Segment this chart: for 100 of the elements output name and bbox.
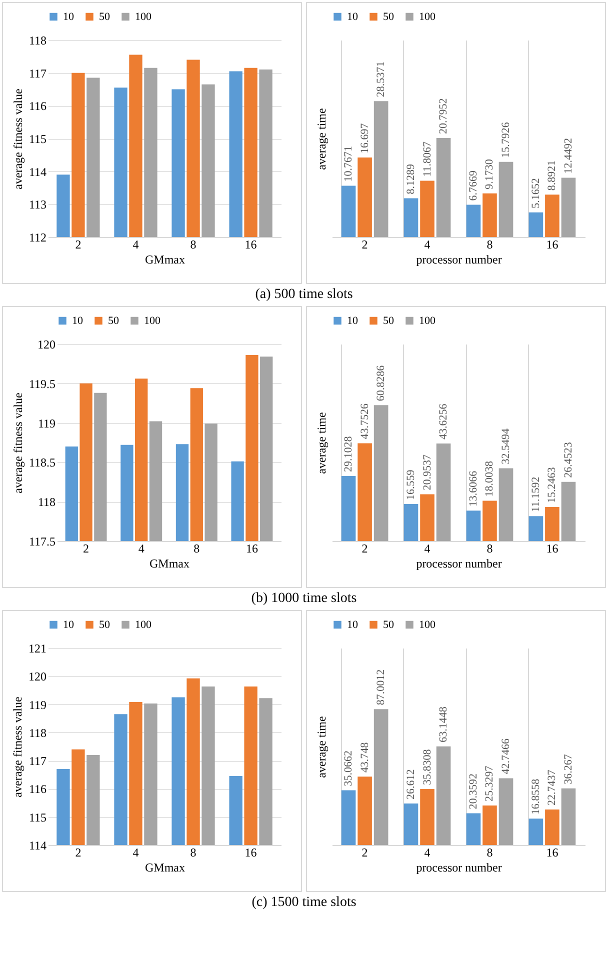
bar — [341, 790, 356, 845]
bar — [341, 476, 356, 541]
y-axis-title: average time — [314, 108, 328, 170]
data-label: 35.0662 — [342, 750, 355, 786]
legend-label: 100 — [135, 10, 152, 23]
data-label: 6.7669 — [467, 170, 480, 201]
x-tick-label: 16 — [546, 542, 558, 556]
y-axis-title: average time — [314, 716, 328, 778]
y-tick-label: 117 — [28, 754, 46, 768]
data-label: 32.5494 — [500, 428, 512, 464]
data-label: 18.0038 — [484, 460, 496, 497]
bar — [498, 162, 514, 237]
x-tick-label: 8 — [190, 238, 196, 252]
legend-label: 10 — [347, 618, 358, 631]
x-tick-label: 8 — [194, 542, 200, 556]
y-tick-label: 117 — [28, 66, 46, 80]
y-tick-label: 118 — [28, 34, 46, 48]
x-axis-title: processor number — [416, 252, 502, 266]
x-tick-label: 2 — [75, 238, 82, 252]
x-tick-label: 16 — [244, 846, 257, 860]
x-tick-label: 8 — [486, 846, 493, 860]
legend-label: 50 — [383, 314, 394, 327]
x-tick-label: 4 — [132, 238, 139, 252]
y-tick-label: 119 — [28, 698, 46, 712]
legend-label: 100 — [419, 618, 436, 631]
legend-label: 10 — [63, 10, 74, 23]
data-label: 20.7952 — [438, 98, 450, 134]
legend-label: 100 — [419, 10, 436, 23]
bar — [358, 158, 372, 237]
x-axis-title: GMmax — [145, 860, 185, 874]
bar — [545, 506, 560, 541]
legend-label: 10 — [347, 314, 358, 327]
legend-label: 100 — [144, 314, 161, 327]
x-tick-label: 16 — [244, 238, 257, 252]
y-tick-label: 118 — [38, 495, 56, 510]
bar — [561, 178, 576, 237]
bar — [358, 776, 372, 845]
legend-label: 100 — [135, 618, 152, 631]
y-tick-label: 118 — [28, 726, 46, 740]
data-label: 42.7466 — [500, 738, 512, 774]
bar — [528, 818, 544, 845]
x-tick-label: 4 — [424, 238, 430, 252]
data-label: 11.1592 — [530, 476, 542, 512]
x-tick-label: 2 — [75, 846, 82, 860]
x-tick-label: 4 — [132, 846, 139, 860]
legend-label: 10 — [347, 10, 358, 23]
bar — [561, 482, 576, 541]
y-tick-label: 117.5 — [28, 534, 56, 548]
bar — [482, 193, 497, 237]
data-label: 15.2463 — [546, 466, 558, 503]
bar — [482, 805, 497, 845]
legend-label: 50 — [99, 618, 110, 631]
data-label: 28.5371 — [375, 61, 388, 98]
x-tick-label: 8 — [486, 542, 493, 556]
data-label: 26.4523 — [562, 442, 574, 478]
x-axis-title: GMmax — [150, 556, 190, 570]
data-label: 20.3592 — [467, 773, 480, 810]
data-label: 43.6256 — [438, 403, 450, 440]
data-label: 10.7671 — [342, 146, 355, 182]
y-tick-label: 114 — [28, 838, 46, 852]
data-label: 16.559 — [404, 469, 417, 500]
data-label: 63.1448 — [438, 706, 450, 742]
legend-label: 10 — [72, 314, 84, 327]
bar — [466, 510, 481, 541]
data-label: 43.7526 — [358, 403, 371, 440]
bar — [436, 444, 451, 541]
bar — [561, 788, 576, 845]
y-tick-label: 116 — [28, 99, 46, 114]
y-tick-label: 119 — [38, 416, 56, 430]
legend-label: 100 — [419, 314, 436, 327]
bar — [420, 494, 434, 541]
legend-label: 50 — [383, 10, 394, 23]
bar — [545, 809, 560, 845]
bar — [374, 405, 388, 541]
bar — [404, 504, 418, 541]
data-label: 12.4492 — [562, 138, 574, 174]
data-label: 29.1028 — [342, 436, 355, 472]
bar — [341, 186, 356, 237]
x-tick-label: 4 — [424, 542, 430, 556]
data-label: 26.612 — [404, 769, 417, 800]
bar — [466, 204, 481, 237]
data-label: 8.1289 — [404, 164, 417, 194]
data-label: 16.697 — [358, 122, 371, 154]
bar — [528, 516, 544, 541]
bar — [545, 194, 560, 237]
data-label: 22.7437 — [546, 769, 558, 806]
y-tick-label: 119.5 — [28, 376, 56, 391]
x-axis-title: GMmax — [145, 252, 185, 266]
bar — [420, 789, 434, 845]
x-tick-label: 4 — [424, 846, 430, 860]
x-tick-label: 16 — [546, 846, 558, 860]
legend-label: 50 — [108, 314, 120, 327]
y-tick-label: 113 — [28, 198, 46, 212]
data-label: 16.8558 — [530, 778, 542, 815]
bar — [374, 101, 388, 237]
x-tick-label: 16 — [246, 542, 258, 556]
y-tick-label: 115 — [28, 810, 46, 824]
bar — [466, 813, 481, 845]
data-label: 15.7926 — [500, 122, 512, 158]
text: (b) 1000 time slots — [250, 590, 358, 608]
